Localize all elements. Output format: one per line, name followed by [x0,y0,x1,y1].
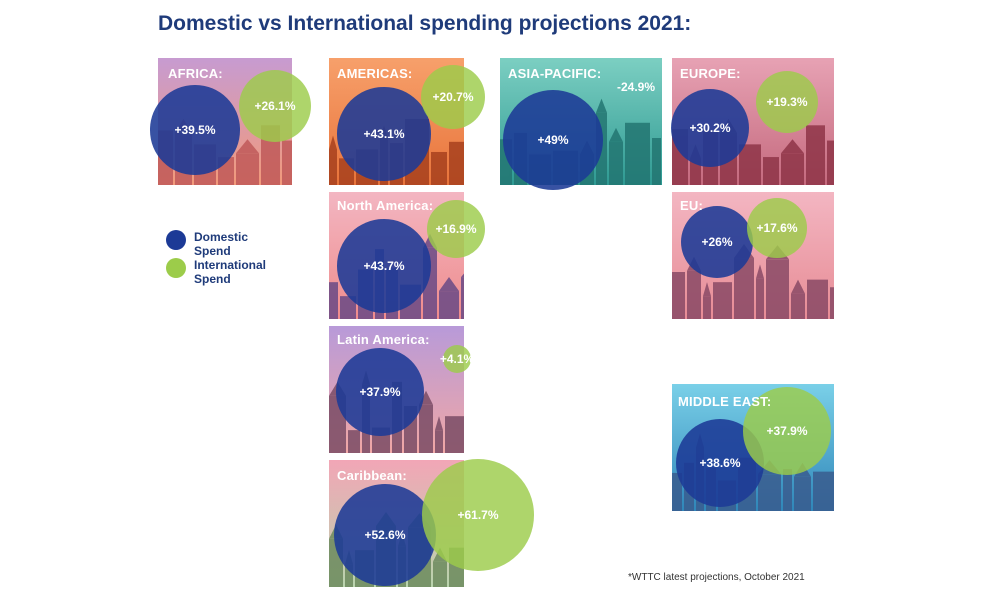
international-value-label: +61.7% [457,508,499,522]
region-name: MIDDLE EAST: [678,394,772,409]
region-name: EU: [680,198,703,213]
international-bubble [238,69,312,143]
international-value-label: +37.9% [766,424,808,438]
domestic-value-label: +49% [537,133,569,147]
domestic-value-label: +43.7% [363,259,405,273]
international-bubble [747,198,807,258]
international-value-label: -24.9% [616,80,656,94]
international-value-label: +16.9% [435,222,477,236]
international-value-label: +17.6% [756,221,798,235]
legend-label-international: International Spend [194,258,267,286]
region-name: North America: [337,198,434,213]
domestic-bubble [336,348,424,436]
international-bubble [743,387,831,475]
region-name: Latin America: [337,332,430,347]
international-bubble [420,64,486,130]
international-bubble [755,70,819,134]
region-name: EUROPE: [680,66,741,81]
chart-title: Domestic vs International spending proje… [158,12,692,35]
domestic-value-label: +43.1% [363,127,405,141]
international-bubble [442,344,472,374]
international-value-label: +4.1% [439,352,475,366]
domestic-bubble [337,87,431,181]
domestic-swatch-icon [166,230,186,250]
international-bubble [426,199,486,259]
region-name: AMERICAS: [337,66,413,81]
domestic-bubble [333,483,437,587]
international-bubble [422,459,534,571]
legend-label-domestic: Domestic Spend [194,230,249,258]
domestic-value-label: +26% [701,235,733,249]
domestic-value-label: +39.5% [174,123,216,137]
legend-item-international: International Spend [166,258,284,286]
domestic-value-label: +38.6% [699,456,741,470]
footnote: *WTTC latest projections, October 2021 [628,572,805,583]
region-name: Caribbean: [337,468,407,483]
domestic-bubble [670,88,749,167]
region-name: AFRICA: [168,66,223,81]
international-value-label: +26.1% [254,99,296,113]
domestic-bubble [680,205,754,279]
international-value-label: +20.7% [432,90,474,104]
domestic-value-label: +37.9% [359,385,401,399]
domestic-value-label: +52.6% [364,528,406,542]
international-value-label: +19.3% [766,95,808,109]
domestic-bubble [503,90,603,190]
domestic-bubble [337,219,431,313]
international-swatch-icon [166,258,186,278]
domestic-value-label: +30.2% [689,121,731,135]
legend-item-domestic: Domestic Spend [166,230,284,258]
region-name: ASIA-PACIFIC: [508,66,602,81]
domestic-bubble [150,85,240,175]
